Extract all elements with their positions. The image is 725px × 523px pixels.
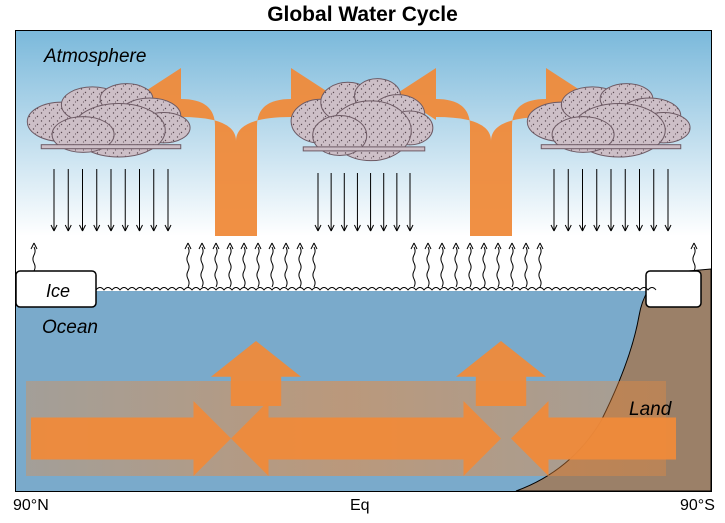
axis-label-left: 90°N xyxy=(13,497,49,515)
axis-label-center: Eq xyxy=(350,497,370,515)
svg-text:Atmosphere: Atmosphere xyxy=(43,46,146,67)
svg-text:Land: Land xyxy=(629,399,673,420)
diagram-svg: Atmosphere Ice Ocean Land xyxy=(16,31,711,491)
svg-text:Ice: Ice xyxy=(46,281,70,301)
axis-label-right: 90°S xyxy=(680,497,715,515)
page-title: Global Water Cycle xyxy=(0,3,725,27)
svg-text:Ocean: Ocean xyxy=(42,317,98,338)
diagram-stage: Atmosphere Ice Ocean Land xyxy=(15,30,712,492)
